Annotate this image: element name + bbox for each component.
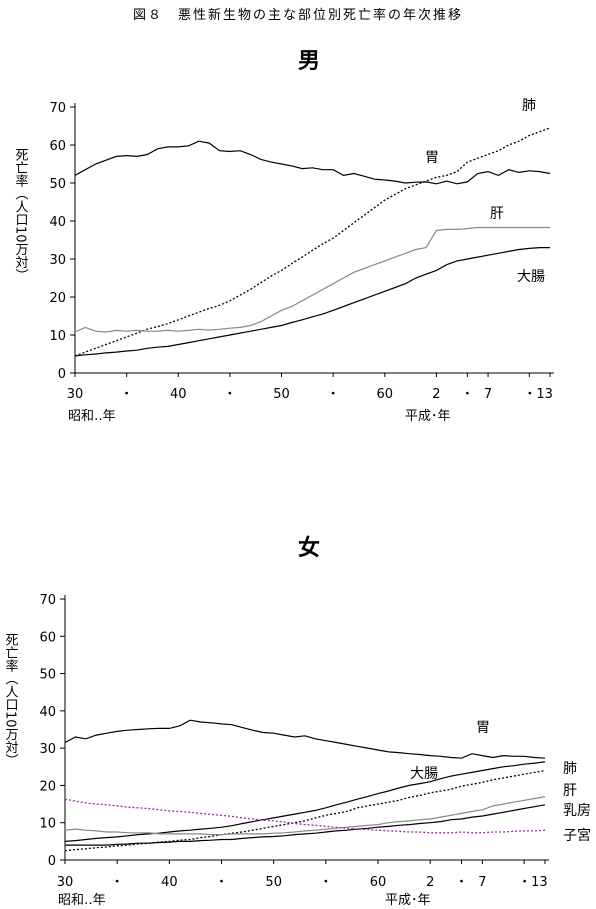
y-tick-label: 20 (39, 779, 56, 794)
x-tick-label: 30 (67, 387, 84, 402)
chart-title: 女 (298, 535, 320, 561)
x-tick-label: ・ (461, 387, 474, 402)
x-tick-label: 30 (57, 875, 74, 890)
x-tick-label: ・13 (518, 875, 548, 890)
x-tick-label: ・ (215, 875, 228, 890)
y-axis-label: 死亡率（人口10万対） (13, 148, 29, 282)
series-label: 大腸 (410, 766, 438, 782)
x-axis-label-left: 昭和‥年 (68, 409, 116, 424)
x-axis-label-right: 平成･年 (385, 893, 431, 908)
x-tick-label: ・ (223, 387, 236, 402)
y-tick-label: 30 (39, 742, 56, 757)
y-tick-label: 0 (58, 367, 66, 382)
y-tick-label: 20 (49, 291, 66, 306)
x-tick-label: ・ (319, 875, 332, 890)
y-axis-label: 死亡率（人口10万対） (3, 633, 19, 767)
series-line-胃 (74, 140, 551, 185)
x-axis-label-left: 昭和‥年 (58, 893, 106, 908)
series-label: 胃 (476, 720, 490, 736)
y-tick-label: 40 (49, 215, 66, 230)
y-axis-label-text: 死亡率（人口10万対） (13, 148, 29, 282)
x-tick-label: ・13 (523, 387, 553, 402)
x-tick-label: 50 (273, 387, 290, 402)
series-label: 子宮 (563, 828, 591, 844)
series-label: 肺 (522, 98, 536, 114)
x-axis-label-right: 平成･年 (405, 409, 451, 424)
y-tick-label: 50 (49, 177, 66, 192)
x-tick-label: ・ (327, 387, 340, 402)
page-title: 図８ 悪性新生物の主な部位別死亡率の年次推移 (132, 8, 463, 23)
series-line-肝 (74, 226, 550, 333)
series-line-肝 (64, 796, 546, 836)
chart-title: 男 (298, 49, 320, 74)
x-tick-label: 40 (161, 875, 178, 890)
y-tick-label: 10 (49, 329, 66, 344)
x-tick-label: 2 (426, 875, 434, 890)
y-tick-label: 70 (39, 593, 56, 608)
x-tick-label: 7 (484, 387, 492, 402)
y-tick-label: 0 (48, 854, 56, 869)
series-label: 肝 (490, 206, 504, 222)
y-tick-label: 50 (39, 668, 56, 683)
y-tick-label: 60 (49, 139, 66, 154)
x-tick-label: 2 (432, 387, 440, 402)
series-line-大腸 (64, 761, 546, 842)
y-tick-label: 10 (39, 817, 56, 832)
y-tick-label: 30 (49, 253, 66, 268)
x-tick-label: 7 (478, 875, 486, 890)
plot-area: 0 10 20 30 40 50 60 70 30 ・ 40 ・ 50 ・ 60 2 ・ 7 ・13 胃大腸 肺肝乳房子… (39, 593, 591, 890)
series-line-子宮 (64, 798, 546, 834)
x-tick-label: ・ (455, 875, 468, 890)
y-tick-label: 70 (49, 101, 66, 116)
x-tick-label: 60 (377, 387, 394, 402)
x-tick-label: 50 (265, 875, 282, 890)
series-line-大腸 (74, 247, 550, 357)
y-axis-label-text: 死亡率（人口10万対） (3, 633, 19, 767)
series-label: 胃 (425, 150, 439, 166)
series-label: 大腸 (517, 269, 545, 285)
y-tick-label: 40 (39, 705, 56, 720)
x-tick-label: 40 (170, 387, 187, 402)
series-label: 乳房 (563, 803, 591, 819)
series-label: 肺 (563, 761, 577, 777)
y-tick-label: 60 (39, 630, 56, 645)
x-tick-label: ・ (111, 875, 124, 890)
series-line-肺 (64, 769, 546, 852)
series-line-胃 (64, 719, 546, 759)
series-line-肺 (74, 127, 551, 357)
series-label: 肝 (563, 783, 577, 799)
series-line-乳房 (65, 804, 546, 846)
x-tick-label: ・ (120, 387, 133, 402)
x-tick-label: 60 (370, 875, 387, 890)
